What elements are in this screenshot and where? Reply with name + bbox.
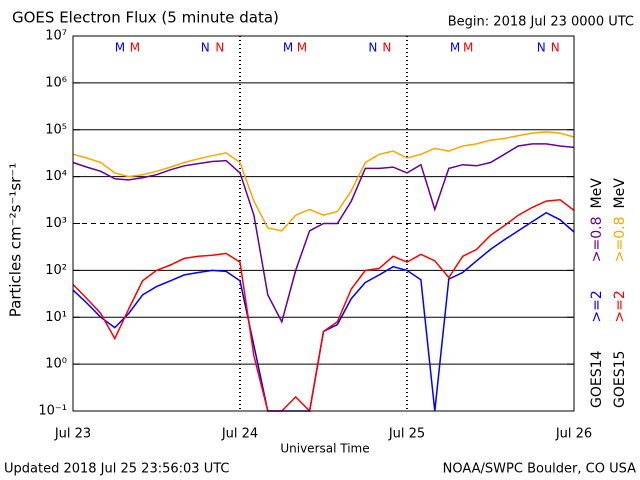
legend-entry: GOES15 >=2 >=0.8 MeV xyxy=(612,178,628,408)
series-line xyxy=(72,143,575,324)
footer-right: NOAA/SWPC Boulder, CO USA xyxy=(443,462,636,477)
annotation: N xyxy=(537,41,546,55)
chart-title: GOES Electron Flux (5 minute data) xyxy=(12,9,279,27)
x-tick-label: Jul 23 xyxy=(54,427,91,442)
legend-unit: MeV xyxy=(589,178,605,209)
x-tick-label: Jul 24 xyxy=(221,427,258,442)
legend-satellite: GOES15 xyxy=(612,351,628,408)
series-line xyxy=(72,131,575,232)
annotation: M xyxy=(450,41,460,55)
annotation: M xyxy=(297,41,307,55)
annotation: N xyxy=(215,41,224,55)
x-tick-label: Jul 26 xyxy=(555,427,592,442)
y-tick-label: 10⁷ xyxy=(45,29,67,44)
y-tick-label: 10⁰ xyxy=(45,357,67,372)
annotation: M xyxy=(130,41,140,55)
annotation: M xyxy=(115,41,125,55)
legend-unit: MeV xyxy=(612,178,628,209)
chart-subtitle: Begin: 2018 Jul 23 0000 UTC xyxy=(448,15,634,30)
annotation: N xyxy=(551,41,560,55)
legend-series: >=0.8 xyxy=(612,216,628,262)
annotation: M xyxy=(463,41,473,55)
legend-satellite: GOES14 xyxy=(589,350,605,408)
y-tick-label: 10¹ xyxy=(45,310,67,325)
x-tick-label: Jul 25 xyxy=(388,427,425,442)
y-tick-label: 10³ xyxy=(45,216,67,231)
series-line xyxy=(72,211,575,412)
y-tick-label: 10² xyxy=(45,263,67,278)
legend-entry: GOES14 >=2 >=0.8 MeV xyxy=(589,178,605,408)
legend-series: >=0.8 xyxy=(589,216,605,262)
annotation: N xyxy=(201,41,210,55)
y-tick-label: 10⁻¹ xyxy=(38,404,67,419)
annotation: N xyxy=(368,41,377,55)
y-axis-label: Particles cm⁻²s⁻¹sr⁻¹ xyxy=(7,163,25,317)
annotation: N xyxy=(382,41,391,55)
y-tick-label: 10⁶ xyxy=(45,75,67,90)
annotation: M xyxy=(283,41,293,55)
y-tick-label: 10⁴ xyxy=(45,169,67,184)
y-tick-label: 10⁵ xyxy=(45,122,67,137)
x-axis-label: Universal Time xyxy=(280,442,369,456)
legend-series: >=2 xyxy=(612,290,628,322)
footer-left: Updated 2018 Jul 25 23:56:03 UTC xyxy=(4,462,229,477)
series-line xyxy=(72,199,575,413)
plot-frame xyxy=(72,35,575,412)
legend-series: >=2 xyxy=(589,290,605,322)
